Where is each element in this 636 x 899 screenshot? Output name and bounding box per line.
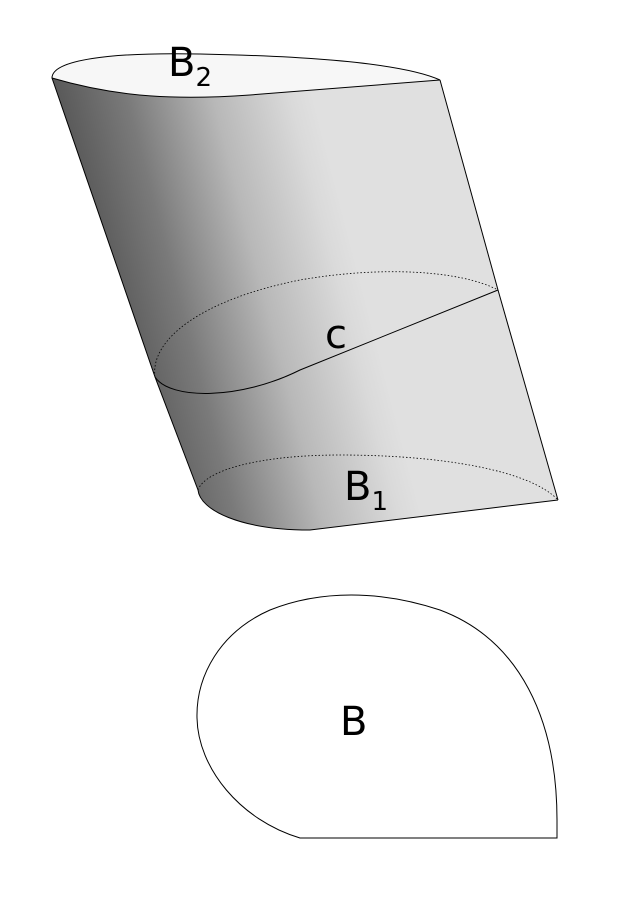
top-face-b2: B2 (51, 40, 441, 98)
cross-section-visible-edge (154, 289, 499, 394)
base-shape-b: B (196, 594, 558, 839)
top-face-shape (51, 53, 441, 98)
upper-body-face (52, 78, 498, 394)
bottom-face-label: B1 (344, 464, 388, 517)
bottom-face-label-sub: 1 (371, 487, 388, 517)
bottom-face-label-main: B (344, 464, 371, 510)
base-shape-label: B (340, 699, 367, 745)
cylinder-upper-body (51, 77, 499, 394)
bottom-face-hidden-arc (197, 454, 559, 501)
upper-right-edge (439, 79, 499, 291)
base-shape-outline (196, 594, 558, 839)
cross-section-label: c (325, 312, 347, 358)
lower-left-edge (154, 376, 199, 491)
top-face-label-sub: 2 (195, 63, 212, 93)
bottom-face-visible-edge (197, 489, 559, 531)
lower-body-face (155, 290, 558, 530)
top-face-label: B2 (168, 40, 212, 93)
top-face-label-main: B (168, 40, 195, 86)
cross-section-hidden-arc (154, 271, 499, 378)
upper-left-edge (51, 77, 156, 378)
bottom-face-b1: B1 (197, 454, 559, 531)
lower-right-edge (497, 289, 559, 501)
cross-section-c: c (154, 271, 499, 394)
cylinder-lower-body (154, 289, 559, 530)
